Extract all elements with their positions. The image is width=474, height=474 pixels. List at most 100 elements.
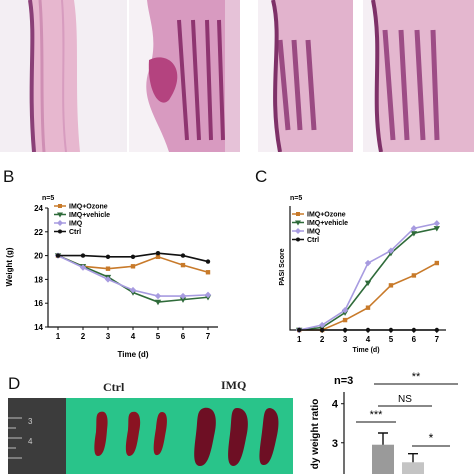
data-point bbox=[154, 299, 162, 306]
data-point bbox=[319, 327, 325, 333]
x-tick-label: 5 bbox=[389, 335, 394, 344]
x-tick-label: 2 bbox=[81, 332, 86, 341]
legend-label: IMQ+vehicle bbox=[307, 220, 348, 227]
y-axis-label: dy weight ratio bbox=[310, 399, 321, 470]
photo-label-imq: IMQ bbox=[221, 378, 247, 392]
y-tick-label: 4 bbox=[332, 399, 339, 411]
data-point bbox=[204, 291, 212, 299]
data-point bbox=[318, 321, 326, 329]
data-point bbox=[179, 292, 187, 300]
series-line bbox=[299, 222, 437, 331]
n-label: n=5 bbox=[42, 195, 54, 202]
x-tick-label: 6 bbox=[181, 332, 186, 341]
x-tick-label: 3 bbox=[343, 335, 348, 344]
data-point bbox=[433, 220, 441, 227]
data-point bbox=[105, 254, 111, 259]
data-point bbox=[388, 327, 394, 333]
spleen-ctrl-3 bbox=[153, 412, 167, 456]
data-point bbox=[179, 297, 187, 303]
legend-marker bbox=[296, 237, 300, 242]
legend-label: IMQ+Ozone bbox=[307, 212, 346, 219]
significance-mid-label: NS bbox=[398, 394, 412, 405]
x-axis-label: Time (d) bbox=[352, 347, 379, 354]
y-axis-label: PASI Score bbox=[279, 248, 286, 285]
x-axis-label: Time (d) bbox=[118, 350, 149, 359]
spleen-ctrl-1 bbox=[94, 411, 108, 456]
legend-label: IMQ+Ozone bbox=[69, 204, 108, 211]
y-tick-label: 14 bbox=[34, 323, 43, 332]
x-tick-label: 1 bbox=[297, 335, 302, 344]
data-point bbox=[79, 264, 87, 271]
significance-right-label: * bbox=[429, 431, 434, 445]
x-tick-label: 7 bbox=[435, 335, 440, 344]
legend-marker bbox=[57, 220, 63, 226]
legend-marker bbox=[295, 228, 301, 234]
series-line bbox=[299, 262, 438, 331]
bar bbox=[372, 444, 394, 474]
y-tick-label: 22 bbox=[34, 228, 43, 237]
y-axis-label: Weight (g) bbox=[5, 247, 14, 286]
data-point bbox=[365, 327, 371, 333]
data-point bbox=[205, 259, 211, 264]
data-point bbox=[155, 254, 161, 259]
x-tick-label: 6 bbox=[412, 335, 417, 344]
legend-marker bbox=[296, 212, 300, 216]
data-point bbox=[341, 306, 349, 314]
data-point bbox=[365, 305, 371, 310]
weight-line-chart: n=5 Weight (g) Time (d) 1 2 3 4 5 6 7 14 16 18 20 2… bbox=[5, 195, 218, 359]
data-point bbox=[410, 231, 418, 237]
bar bbox=[402, 462, 424, 474]
data-point bbox=[433, 226, 441, 232]
spleen-ctrl-2 bbox=[125, 411, 141, 456]
data-point bbox=[388, 283, 394, 288]
histology-image-imq-ozone bbox=[363, 0, 474, 152]
legend-label: IMQ+vehicle bbox=[69, 212, 110, 219]
data-point bbox=[364, 280, 372, 287]
data-point bbox=[129, 286, 137, 294]
legend-label: IMQ bbox=[307, 229, 321, 236]
data-point bbox=[411, 273, 417, 278]
ruler-mark: 3 bbox=[28, 417, 33, 426]
data-point bbox=[154, 292, 162, 300]
data-point bbox=[180, 262, 186, 268]
data-point bbox=[55, 253, 61, 258]
histology-image-imq-vehicle bbox=[129, 0, 240, 152]
legend-marker bbox=[58, 204, 62, 208]
data-point bbox=[155, 251, 161, 256]
x-tick-label: 4 bbox=[131, 332, 136, 341]
error-bar bbox=[378, 432, 388, 445]
ruler bbox=[8, 398, 66, 474]
data-point bbox=[80, 253, 86, 258]
data-point bbox=[180, 253, 186, 258]
legend-label: Ctrl bbox=[307, 237, 319, 244]
data-point bbox=[130, 264, 136, 269]
spleen-imq-2 bbox=[228, 408, 248, 466]
data-point bbox=[342, 317, 348, 323]
data-point bbox=[296, 327, 302, 333]
n-label: n=3 bbox=[334, 375, 353, 387]
error-bar bbox=[408, 452, 418, 463]
panel-letter-c: C bbox=[255, 167, 268, 186]
x-tick-label: 7 bbox=[206, 332, 211, 341]
legend-marker bbox=[295, 220, 301, 226]
ruler-mark: 4 bbox=[28, 437, 33, 446]
spleen-ratio-bar-chart: n=3 dy weight ratio 43**NS**** bbox=[310, 372, 458, 474]
data-point bbox=[205, 270, 211, 275]
y-tick-label: 20 bbox=[34, 252, 43, 261]
data-point bbox=[104, 276, 112, 283]
n-label: n=5 bbox=[290, 195, 302, 202]
panel-letter-b: B bbox=[3, 167, 15, 186]
data-point bbox=[434, 260, 440, 266]
significance-top-label: ** bbox=[412, 372, 421, 383]
x-tick-label: 1 bbox=[56, 332, 61, 341]
legend-label: IMQ bbox=[69, 221, 83, 228]
data-point bbox=[364, 259, 372, 267]
histology-image-ctrl bbox=[0, 0, 127, 152]
legend-marker bbox=[57, 212, 63, 218]
data-point bbox=[105, 266, 111, 271]
spleen-imq-1 bbox=[194, 407, 216, 466]
spleen-imq-3 bbox=[259, 408, 279, 466]
data-point bbox=[411, 327, 417, 333]
data-point bbox=[342, 327, 348, 333]
y-tick-label: 18 bbox=[34, 275, 43, 284]
